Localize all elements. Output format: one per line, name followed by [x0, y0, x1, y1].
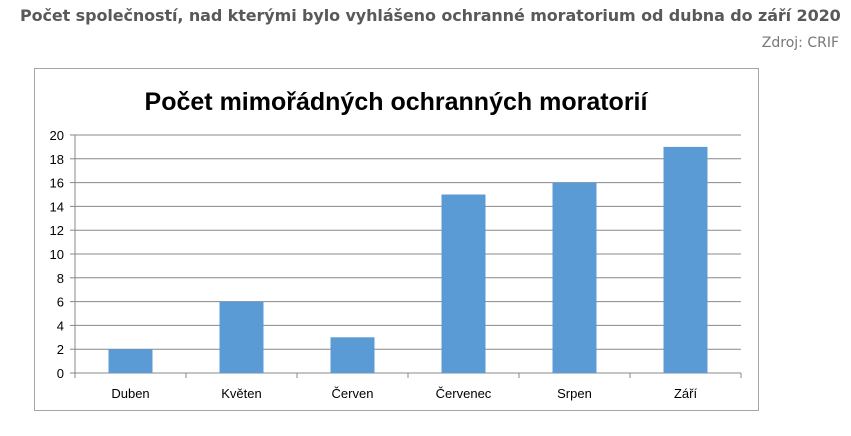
y-tick-label: 12: [50, 223, 64, 238]
y-tick-label: 4: [57, 318, 64, 333]
figure-caption-title: Počet společností, nad kterými bylo vyhl…: [20, 6, 841, 25]
y-tick-label: 20: [50, 128, 64, 143]
bar-září: [663, 146, 708, 373]
y-tick-label: 18: [50, 152, 64, 167]
y-tick-label: 16: [50, 176, 64, 191]
y-tick-label: 8: [57, 271, 64, 286]
bar-duben: [108, 349, 153, 373]
y-tick-label: 14: [50, 199, 64, 214]
chart-frame: [34, 68, 759, 411]
y-tick-label: 0: [57, 366, 64, 381]
x-tick-label: Září: [674, 386, 698, 401]
bar-květen: [219, 301, 264, 373]
y-tick-label: 6: [57, 295, 64, 310]
x-tick-label: Srpen: [557, 386, 592, 401]
bar-červenec: [441, 194, 486, 373]
bar-červen: [330, 337, 375, 373]
gridlines: [70, 134, 741, 374]
y-tick-label: 10: [50, 247, 64, 262]
chart-title: Počet mimořádných ochranných moratorií: [145, 88, 649, 116]
x-tick-label: Červen: [332, 386, 374, 401]
bar-srpen: [552, 182, 597, 373]
figure-source-note: Zdroj: CRIF: [761, 35, 839, 51]
x-tick-label: Červenec: [436, 386, 492, 401]
x-tick-label: Květen: [221, 386, 261, 401]
y-tick-label: 2: [57, 342, 64, 357]
bars: [108, 146, 708, 373]
x-tick-label: Duben: [111, 386, 149, 401]
y-axis-ticks: 0 2 4 6 8 10 12 14 16 18 20: [50, 128, 64, 381]
x-axis-ticks: Duben Květen Červen Červenec Srpen Září: [74, 373, 742, 401]
